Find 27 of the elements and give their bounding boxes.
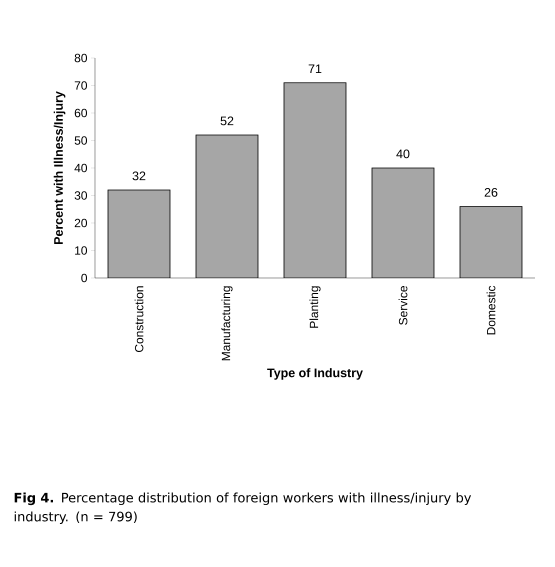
x-tick-label: Service: [398, 286, 408, 325]
y-tick-label: 40: [74, 164, 88, 172]
y-tick-label: 50: [74, 136, 88, 145]
y-tick-label: 10: [75, 246, 88, 255]
bar: [372, 168, 434, 278]
data-label: 40: [396, 149, 410, 158]
data-label: 26: [484, 188, 498, 197]
y-tick-label: 80: [74, 54, 88, 62]
y-tick-label: 0: [81, 274, 88, 282]
x-tick-label: Manufacturing: [221, 286, 233, 360]
bar: [108, 190, 170, 278]
x-tick-label: Planting: [309, 286, 321, 328]
x-tick-label: Domestic: [486, 286, 496, 334]
y-tick-label: 20: [74, 218, 88, 228]
text: Fig 4. Percentage distribution of foreign workers with illness/injury by industry. (n = 799): [14, 492, 472, 524]
bar: [196, 134, 258, 278]
bar: [460, 206, 522, 278]
y-tick-label: 30: [74, 191, 88, 200]
y-axis-title: Percent with Illness/Injury: [54, 91, 66, 244]
bar: [284, 82, 346, 278]
x-axis-title: Type of Industry: [267, 368, 363, 380]
data-label: 71: [308, 64, 322, 74]
y-tick-label: 60: [74, 108, 88, 118]
data-label: 52: [220, 116, 234, 126]
y-tick-label: 70: [74, 81, 88, 90]
data-label: 32: [132, 171, 146, 180]
x-tick-label: Construction: [134, 286, 144, 352]
